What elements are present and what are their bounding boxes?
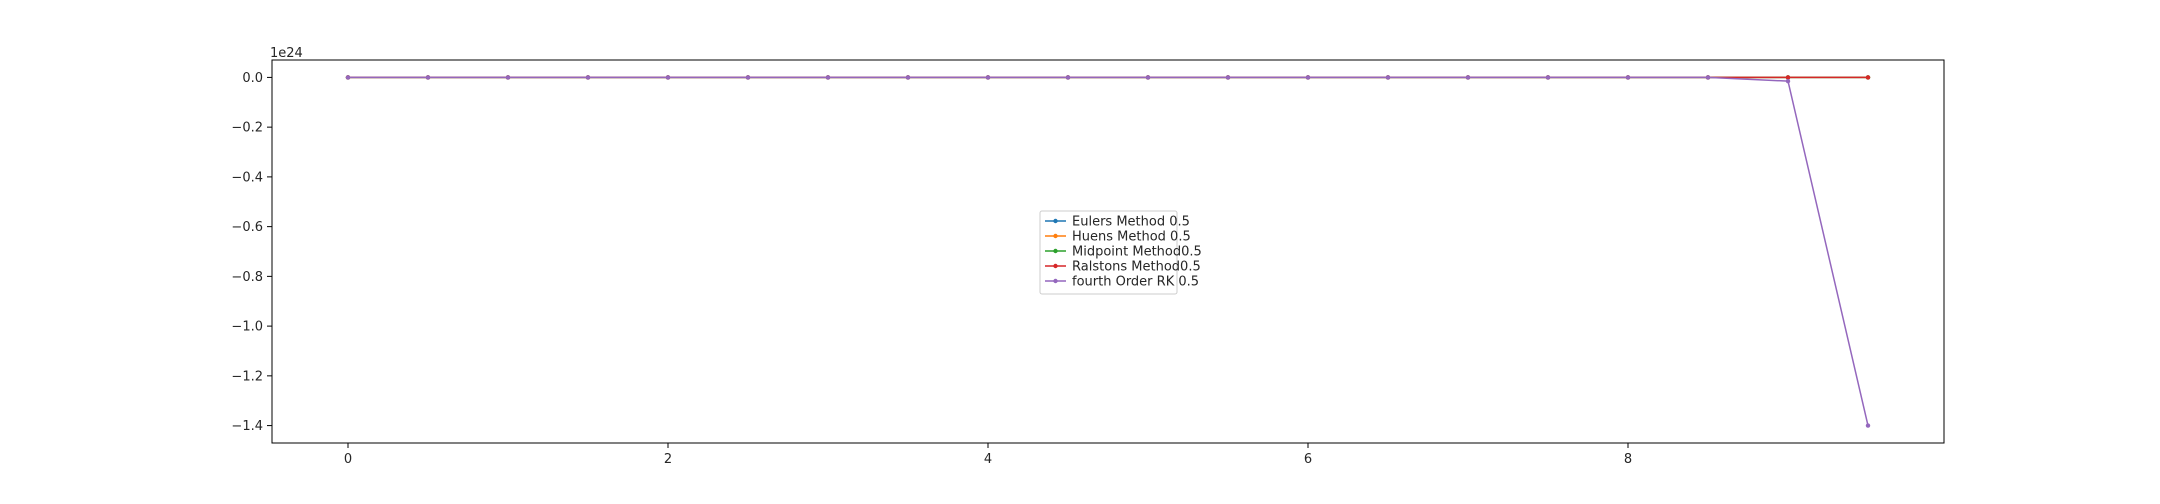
- legend-frame: [1039, 210, 1178, 295]
- data-point: [745, 75, 751, 80]
- y-tick-label: −1.4: [231, 419, 263, 434]
- legend-label: Huens Method 0.5: [1072, 230, 1191, 245]
- legend-marker: [1053, 248, 1058, 254]
- data-point: [825, 75, 831, 80]
- y-tick-label: −1.2: [231, 369, 263, 384]
- legend-label: Midpoint Method0.5: [1072, 245, 1202, 260]
- y-tick-label: −1.0: [231, 320, 263, 335]
- x-tick-label: 2: [664, 452, 672, 467]
- legend-label: Ralstons Method0.5: [1072, 260, 1201, 275]
- y-tick-label: −0.2: [231, 121, 263, 136]
- data-point: [345, 75, 351, 80]
- data-point: [1625, 75, 1631, 80]
- axes-frame: [271, 59, 1945, 444]
- legend-item: Ralstons Method0.5: [1045, 260, 1201, 275]
- data-point: [1865, 75, 1871, 80]
- data-point: [1785, 75, 1791, 80]
- y-axis: 0.0 −0.2 −0.4 −0.6 −0.8 −1.0 −1.2 −1.4: [231, 71, 272, 434]
- y-tick-label: −0.8: [231, 270, 263, 285]
- y-tick-label: −0.4: [231, 170, 263, 185]
- data-point: [985, 75, 991, 80]
- data-point: [1465, 75, 1471, 80]
- legend-label: Eulers Method 0.5: [1072, 215, 1190, 230]
- legend-marker: [1053, 263, 1058, 269]
- data-point: [1065, 75, 1071, 80]
- series-5: [345, 75, 1871, 428]
- data-point: [905, 75, 911, 80]
- legend-item: fourth Order RK 0.5: [1045, 275, 1199, 290]
- data-point: [1385, 75, 1391, 80]
- legend-item: Midpoint Method0.5: [1045, 245, 1202, 260]
- legend-marker: [1053, 218, 1058, 224]
- data-point: [1225, 75, 1231, 80]
- data-point: [1785, 78, 1791, 84]
- series-line: [348, 76, 1869, 426]
- legend-item: Huens Method 0.5: [1045, 230, 1191, 245]
- data-point: [1545, 75, 1551, 80]
- data-point: [1145, 75, 1151, 80]
- data-point: [425, 75, 431, 80]
- legend-marker: [1053, 278, 1058, 284]
- data-point: [585, 75, 591, 80]
- plot-lines: [345, 75, 1871, 428]
- x-tick-label: 6: [1304, 452, 1312, 467]
- y-tick-label: 0.0: [242, 71, 263, 86]
- x-tick-label: 4: [984, 452, 992, 467]
- data-point: [1865, 423, 1871, 428]
- data-point: [1305, 75, 1311, 80]
- legend-marker: [1053, 233, 1058, 239]
- x-tick-label: 0: [344, 452, 352, 467]
- data-point: [665, 75, 671, 80]
- data-point: [505, 75, 511, 80]
- y-axis-offset-text: 1e24: [270, 46, 303, 61]
- y-tick-label: −0.6: [231, 220, 263, 235]
- legend-label: fourth Order RK 0.5: [1072, 275, 1199, 290]
- x-axis: 0 2 4 6 8: [344, 443, 1632, 467]
- data-point: [1705, 75, 1711, 80]
- legend-item: Eulers Method 0.5: [1045, 215, 1190, 230]
- x-tick-label: 8: [1624, 452, 1632, 467]
